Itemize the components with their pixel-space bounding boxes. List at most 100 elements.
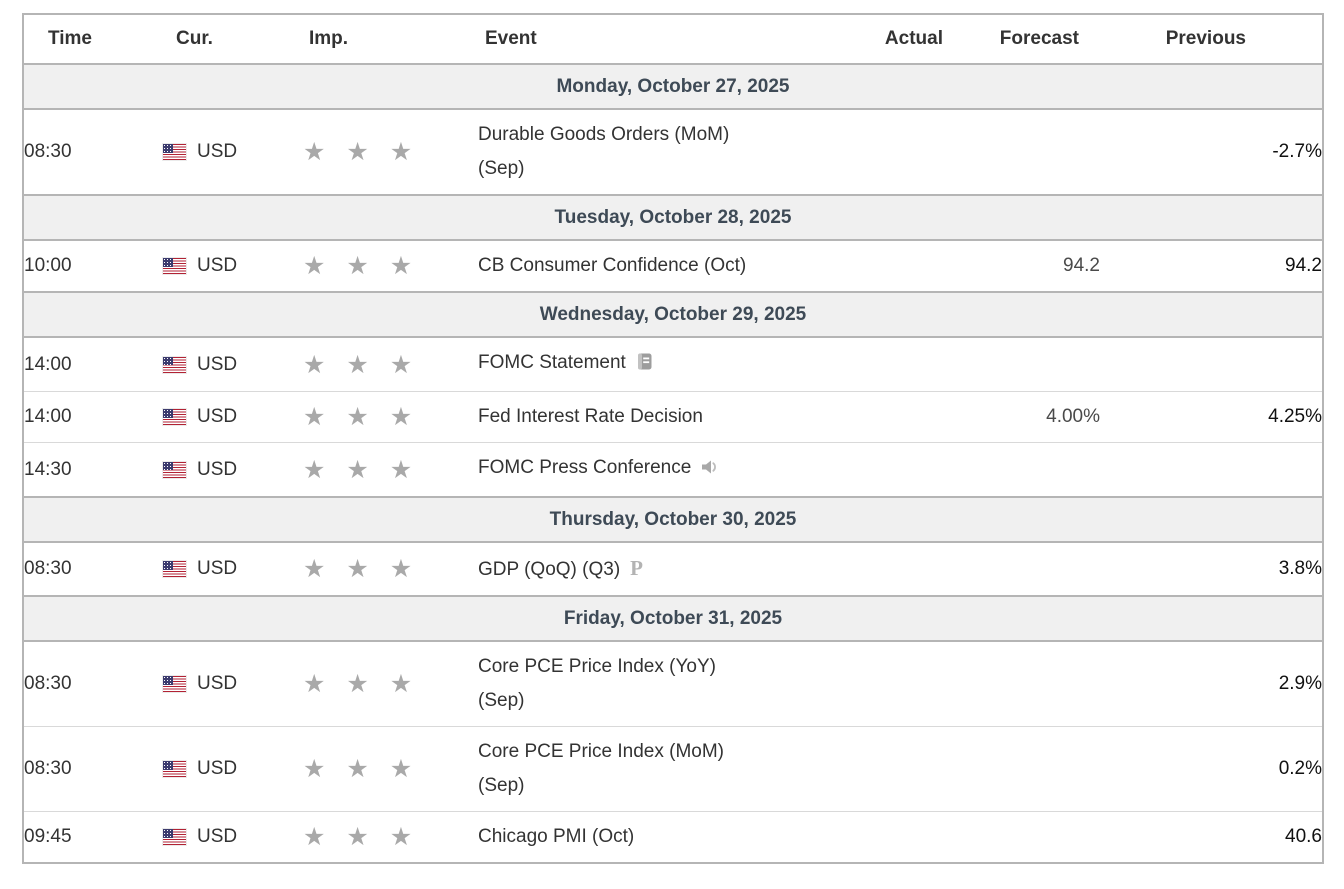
forecast-value bbox=[963, 336, 1100, 392]
event-importance: ★ ★ ★ bbox=[303, 726, 478, 812]
currency-code: USD bbox=[197, 758, 238, 780]
event-name-text[interactable]: Durable Goods Orders (MoM) bbox=[478, 124, 730, 145]
event-name-text[interactable]: Core PCE Price Index (YoY) bbox=[478, 656, 716, 678]
actual-value bbox=[868, 640, 963, 727]
event-importance: ★ ★ ★ bbox=[303, 391, 478, 443]
event-time: 08:30 bbox=[23, 726, 163, 812]
event-name[interactable]: GDP (QoQ) (Q3) P bbox=[478, 551, 868, 587]
event-row[interactable]: 08:30 USD ★ ★ ★ Core PCE Price Index (MoM) (… bbox=[23, 726, 1323, 812]
event-name-text[interactable]: FOMC Press Conference bbox=[478, 457, 692, 479]
us-flag-icon bbox=[163, 676, 186, 693]
event-name[interactable]: Fed Interest Rate Decision bbox=[478, 400, 868, 434]
us-flag-icon bbox=[163, 143, 186, 160]
us-flag-canton bbox=[163, 258, 173, 267]
us-flag-icon bbox=[163, 356, 186, 373]
us-flag-canton bbox=[163, 356, 173, 366]
forecast-value bbox=[963, 541, 1100, 597]
event-row[interactable]: 08:30 USD ★ ★ ★ GDP (QoQ) (Q3) P 3.8% bbox=[23, 541, 1323, 597]
us-flag-canton bbox=[163, 829, 173, 838]
forecast-value bbox=[963, 811, 1100, 864]
importance-stars-icon: ★ ★ ★ bbox=[303, 252, 420, 280]
event-time: 08:30 bbox=[23, 541, 163, 597]
event-currency: USD bbox=[163, 811, 303, 864]
currency-code: USD bbox=[197, 458, 238, 480]
event-name-text[interactable]: (Sep) bbox=[478, 775, 525, 797]
event-row[interactable]: 14:00 USD ★ ★ ★ FOMC Statement bbox=[23, 336, 1323, 392]
importance-stars-icon: ★ ★ ★ bbox=[303, 403, 420, 432]
forecast-value bbox=[963, 442, 1100, 498]
event-name-text[interactable]: FOMC Statement bbox=[478, 352, 626, 374]
us-flag-canton bbox=[163, 676, 173, 685]
event-row[interactable]: 08:30 USD ★ ★ ★ Core PCE Price Index (YoY) (… bbox=[23, 640, 1323, 727]
event-name[interactable]: Durable Goods Orders (MoM) bbox=[478, 118, 868, 152]
event-name-cell: Fed Interest Rate Decision bbox=[478, 391, 868, 443]
currency-code: USD bbox=[197, 826, 238, 848]
event-name-text[interactable]: Core PCE Price Index (MoM) bbox=[478, 741, 725, 763]
event-name[interactable]: (Sep) bbox=[478, 769, 868, 803]
event-name-text[interactable]: (Sep) bbox=[478, 158, 525, 179]
preliminary-icon: P bbox=[630, 556, 643, 581]
event-name-text[interactable]: GDP (QoQ) (Q3) bbox=[478, 559, 621, 581]
event-row[interactable]: 14:00 USD ★ ★ ★ Fed Interest Rate Decision 4… bbox=[23, 391, 1323, 443]
event-name-text[interactable]: Chicago PMI (Oct) bbox=[478, 826, 635, 848]
event-name-cell: FOMC Statement bbox=[478, 336, 868, 392]
actual-value bbox=[868, 108, 963, 195]
forecast-value bbox=[963, 726, 1100, 812]
event-name[interactable]: Core PCE Price Index (YoY) bbox=[478, 650, 868, 684]
column-header-time: Time bbox=[23, 14, 163, 65]
event-currency: USD bbox=[163, 108, 303, 195]
previous-value: -2.7% bbox=[1100, 108, 1323, 195]
report-icon[interactable] bbox=[635, 349, 654, 383]
event-row[interactable]: 08:30 USD ★ ★ ★ Durable Goods Orders (MoM) (… bbox=[23, 108, 1323, 195]
currency-code: USD bbox=[197, 353, 238, 375]
currency-code: USD bbox=[197, 406, 238, 428]
previous-value: 4.25% bbox=[1100, 391, 1323, 443]
event-name-text[interactable]: CB Consumer Confidence (Oct) bbox=[478, 255, 747, 276]
date-separator-row: Monday, October 27, 2025 bbox=[23, 63, 1323, 110]
date-separator-row: Tuesday, October 28, 2025 bbox=[23, 194, 1323, 241]
column-header-event: Event bbox=[478, 14, 868, 65]
us-flag-canton bbox=[163, 561, 173, 570]
event-currency: USD bbox=[163, 541, 303, 597]
event-name-text[interactable]: Fed Interest Rate Decision bbox=[478, 406, 703, 428]
event-time: 14:00 bbox=[23, 391, 163, 443]
event-name[interactable]: Chicago PMI (Oct) bbox=[478, 820, 868, 854]
event-row[interactable]: 09:45 USD ★ ★ ★ Chicago PMI (Oct) 40.6 bbox=[23, 811, 1323, 864]
event-name[interactable]: CB Consumer Confidence (Oct) bbox=[478, 249, 868, 283]
event-name[interactable]: Core PCE Price Index (MoM) bbox=[478, 735, 868, 769]
forecast-value bbox=[963, 108, 1100, 195]
forecast-value: 4.00% bbox=[963, 391, 1100, 443]
event-name-cell: Chicago PMI (Oct) bbox=[478, 811, 868, 864]
date-label: Friday, October 31, 2025 bbox=[23, 595, 1323, 643]
event-name-text[interactable]: (Sep) bbox=[478, 690, 525, 712]
column-header-actual: Actual bbox=[868, 14, 963, 65]
event-name[interactable]: FOMC Press Conference bbox=[478, 451, 868, 488]
event-time: 14:00 bbox=[23, 336, 163, 392]
actual-value bbox=[868, 391, 963, 443]
event-name[interactable]: (Sep) bbox=[478, 684, 868, 718]
event-importance: ★ ★ ★ bbox=[303, 640, 478, 727]
event-row[interactable]: 14:30 USD ★ ★ ★ FOMC Press Conference bbox=[23, 442, 1323, 498]
us-flag-icon bbox=[163, 829, 186, 846]
previous-value: 0.2% bbox=[1100, 726, 1323, 812]
us-flag-canton bbox=[163, 761, 173, 770]
column-header-forecast: Forecast bbox=[963, 14, 1100, 65]
event-name-cell: Core PCE Price Index (YoY) (Sep) bbox=[478, 640, 868, 727]
event-name[interactable]: (Sep) bbox=[478, 152, 868, 186]
speaker-icon[interactable] bbox=[700, 454, 720, 488]
actual-value bbox=[868, 541, 963, 597]
previous-value bbox=[1100, 442, 1323, 498]
us-flag-icon bbox=[163, 761, 186, 778]
event-name-cell: GDP (QoQ) (Q3) P bbox=[478, 541, 868, 597]
previous-value: 2.9% bbox=[1100, 640, 1323, 727]
event-name[interactable]: FOMC Statement bbox=[478, 346, 868, 383]
event-importance: ★ ★ ★ bbox=[303, 108, 478, 195]
event-row[interactable]: 10:00 USD ★ ★ ★ CB Consumer Confidence (Oct… bbox=[23, 239, 1323, 293]
date-separator-row: Friday, October 31, 2025 bbox=[23, 595, 1323, 643]
event-name-cell: Durable Goods Orders (MoM) (Sep) bbox=[478, 108, 868, 195]
event-time: 10:00 bbox=[23, 239, 163, 293]
us-flag-canton bbox=[163, 143, 173, 153]
importance-stars-icon: ★ ★ ★ bbox=[303, 823, 420, 852]
date-label: Tuesday, October 28, 2025 bbox=[23, 194, 1323, 241]
event-name-cell: FOMC Press Conference bbox=[478, 442, 868, 498]
